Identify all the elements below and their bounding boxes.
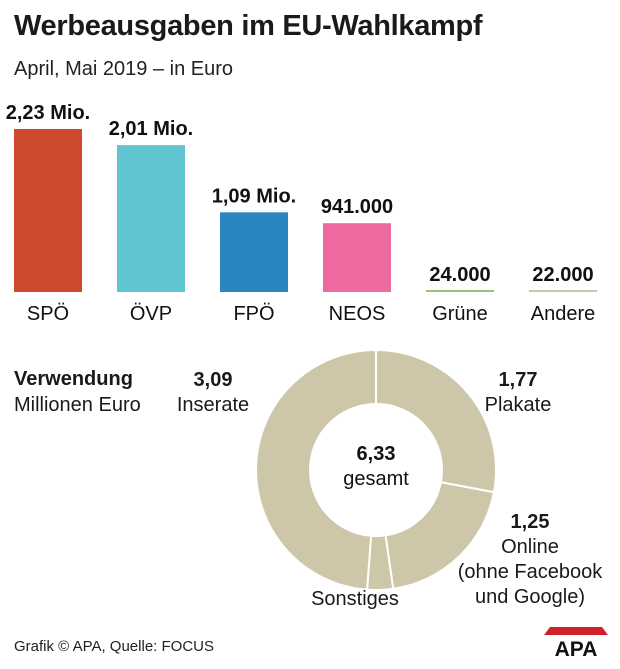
- slice-name-sonstiges: Sonstiges: [311, 588, 399, 610]
- value-label-oevp: 2,01 Mio.: [109, 118, 193, 140]
- slice-inserate: [254, 348, 377, 591]
- bar-fpoe: [220, 212, 288, 292]
- slice-name-online-1: Online: [501, 536, 559, 558]
- bar-gruene: [426, 290, 494, 292]
- category-label-spoe: SPÖ: [27, 303, 69, 325]
- bar-chart: 2,23 Mio. SPÖ 2,01 Mio. ÖVP 1,09 Mio. FPÖ 941.…: [6, 102, 597, 325]
- apa-logo-text: APA: [555, 638, 598, 657]
- usage-unit: Millionen Euro: [14, 394, 141, 416]
- value-label-fpoe: 1,09 Mio.: [212, 185, 296, 207]
- donut-center-value: 6,33: [357, 443, 396, 465]
- slice-name-plakate: Plakate: [484, 394, 552, 416]
- source-credit: Grafik © APA, Quelle: FOCUS: [14, 638, 214, 655]
- bar-neos: [323, 223, 391, 292]
- category-label-neos: NEOS: [329, 303, 386, 325]
- bar-spoe: [14, 129, 82, 292]
- category-label-andere: Andere: [531, 303, 596, 325]
- value-label-andere: 22.000: [532, 264, 593, 286]
- usage-title: Verwendung: [14, 368, 133, 390]
- value-label-gruene: 24.000: [429, 264, 490, 286]
- apa-logo: APA: [544, 627, 608, 657]
- slice-plakate: [375, 348, 497, 494]
- bar-oevp: [117, 145, 185, 292]
- slice-name-online-2: (ohne Facebook: [457, 561, 603, 583]
- category-label-oevp: ÖVP: [130, 303, 172, 325]
- value-label-spoe: 2,23 Mio.: [6, 102, 90, 124]
- chart-title: Werbeausgaben im EU-Wahlkampf: [14, 10, 483, 42]
- slice-label-plakate: 1,77 Plakate: [470, 368, 566, 418]
- slice-name-online-3: und Google): [474, 586, 586, 608]
- category-label-gruene: Grüne: [432, 303, 488, 325]
- slice-value-inserate: 3,09: [193, 369, 233, 391]
- chart-subtitle: April, Mai 2019 – in Euro: [14, 58, 234, 80]
- slice-label-sonstiges: Sonstiges: [300, 587, 410, 612]
- slice-label-online: 1,25 Online (ohne Facebook und Google): [450, 510, 610, 610]
- slice-value-plakate: 1,77: [498, 369, 538, 391]
- value-label-neos: 941.000: [321, 196, 393, 218]
- bar-andere: [529, 290, 597, 292]
- slice-label-inserate: 3,09 Inserate: [170, 368, 256, 418]
- category-label-fpoe: FPÖ: [233, 303, 274, 325]
- slice-value-online: 1,25: [510, 511, 550, 533]
- donut-center-label: gesamt: [343, 468, 409, 490]
- slice-name-inserate: Inserate: [176, 394, 250, 416]
